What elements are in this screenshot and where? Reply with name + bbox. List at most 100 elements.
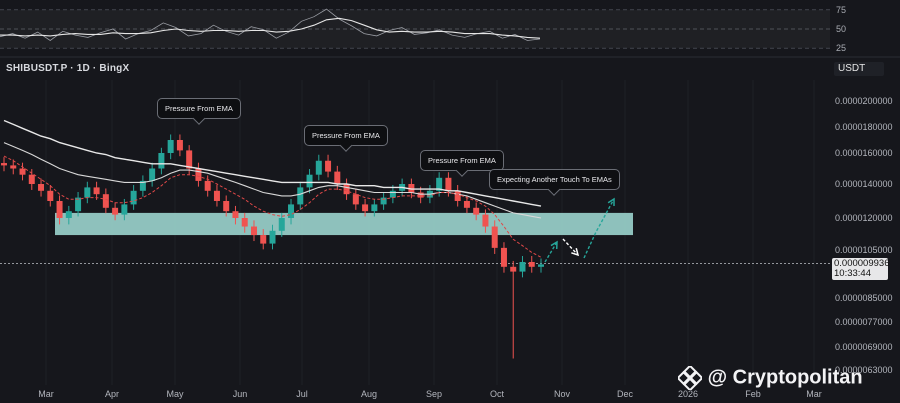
time-tick-label: Jul (296, 389, 308, 399)
osc-line-slow (0, 17, 541, 39)
candle-body (75, 197, 82, 212)
arrow-up-to-zone (544, 241, 558, 263)
candle-body (19, 168, 26, 175)
current-price-value: 0.000009936 (834, 258, 890, 269)
oscillator-pane (0, 8, 830, 49)
candle-body (454, 190, 461, 201)
candle-body (213, 190, 220, 201)
candle-body (352, 194, 359, 205)
candle-body (186, 150, 193, 169)
candle-body (519, 262, 526, 272)
price-tick-label: 0.0000077000 (835, 317, 893, 327)
osc-line-fast (0, 8, 541, 41)
candle-body (56, 201, 63, 218)
projection-arrows (544, 197, 615, 263)
candle-body (445, 177, 452, 191)
time-tick-label: Mar (38, 389, 54, 399)
candle-body (288, 204, 295, 218)
candle-body (473, 207, 480, 215)
candle-body (232, 211, 239, 218)
price-tick-label: 0.0000063000 (835, 365, 893, 375)
time-tick-label: Oct (490, 389, 505, 399)
candle-body (10, 165, 17, 169)
osc-band (0, 9, 830, 49)
candle-body (149, 168, 156, 181)
current-price-badge: 0.000009936 10:33:44 (832, 258, 890, 280)
time-tick-label: Feb (745, 389, 761, 399)
annotation-pressure-from-ema-3: Pressure From EMA (420, 150, 504, 171)
price-axis[interactable]: 0.0000200000 0.0000180000 0.0000160000 0.00… (835, 96, 893, 375)
candle-body (241, 218, 248, 227)
price-tick-label: 0.0000180000 (835, 122, 893, 132)
candle-body (102, 194, 109, 208)
candle-body (278, 218, 285, 231)
osc-tick-label: 25 (836, 43, 846, 53)
time-tick-label: May (166, 389, 184, 399)
candle-body (1, 163, 7, 166)
candle-body (417, 192, 424, 198)
candle-body (93, 187, 100, 195)
candle-body (482, 214, 489, 227)
time-axis[interactable]: Mar Apr May Jun Jul Aug Sep Oct Nov Dec 2026 Feb Mar (38, 389, 822, 399)
time-tick-label: Aug (361, 389, 377, 399)
currency-badge[interactable]: USDT (834, 62, 884, 76)
annotation-pressure-from-ema-2: Pressure From EMA (304, 125, 388, 146)
osc-tick-label: 50 (836, 24, 846, 34)
candle-body (176, 140, 183, 151)
candle-body (315, 160, 322, 175)
candle-body (343, 184, 350, 195)
watermark-text: @ Cryptopolitan (707, 366, 863, 389)
price-tick-label: 0.0000069000 (835, 342, 893, 352)
candle-body (47, 190, 54, 201)
annotation-expecting-touch: Expecting Another Touch To EMAs (489, 169, 620, 190)
candle-body (380, 197, 387, 205)
candle-body (130, 190, 137, 205)
arrow-down-retest-head (571, 248, 580, 257)
candle-body (362, 204, 369, 212)
time-tick-label: 2026 (678, 389, 698, 399)
price-tick-label: 0.0000200000 (835, 96, 893, 106)
candle-body (65, 211, 72, 218)
candle-body (121, 204, 128, 215)
symbol-title: SHIBUSDT.P · 1D · BingX (6, 63, 130, 74)
price-tick-label: 0.0000105000 (835, 245, 893, 255)
time-tick-label: Sep (426, 389, 442, 399)
candle-body (463, 201, 470, 208)
annotation-pressure-from-ema-1: Pressure From EMA (157, 98, 241, 119)
candle-body (28, 174, 35, 184)
candle-body (223, 201, 230, 212)
candle-body (84, 187, 91, 198)
candle-body (500, 247, 507, 267)
support-zone (55, 212, 633, 236)
osc-tick-label: 75 (836, 5, 846, 15)
candle-body (260, 235, 267, 244)
arrow-up-breakout-head (607, 197, 615, 207)
price-tick-label: 0.0000140000 (835, 179, 893, 189)
candle-body (269, 230, 276, 244)
candle-body (38, 184, 45, 191)
binance-logo-icon (678, 366, 702, 390)
candle-body (408, 184, 415, 193)
time-tick-label: Apr (105, 389, 119, 399)
oscillator-axis: 75 50 25 (836, 5, 846, 53)
time-tick-label: Nov (554, 389, 571, 399)
candle-body (167, 140, 174, 153)
candle-body (139, 180, 146, 191)
time-tick-label: Mar (806, 389, 822, 399)
candle-body (528, 262, 535, 267)
candle-body (195, 168, 202, 181)
candle-body (112, 207, 119, 215)
candle-body (371, 204, 378, 212)
candle-body (297, 187, 304, 205)
time-tick-label: Jun (233, 389, 248, 399)
time-tick-label: Dec (617, 389, 634, 399)
arrow-down-retest (562, 238, 579, 256)
candle-body (306, 174, 313, 188)
price-tick-label: 0.0000120000 (835, 213, 893, 223)
candle-body (436, 177, 443, 191)
arrow-up-to-zone-head (550, 240, 558, 250)
candle-body (158, 153, 165, 169)
price-tick-label: 0.0000085000 (835, 293, 893, 303)
